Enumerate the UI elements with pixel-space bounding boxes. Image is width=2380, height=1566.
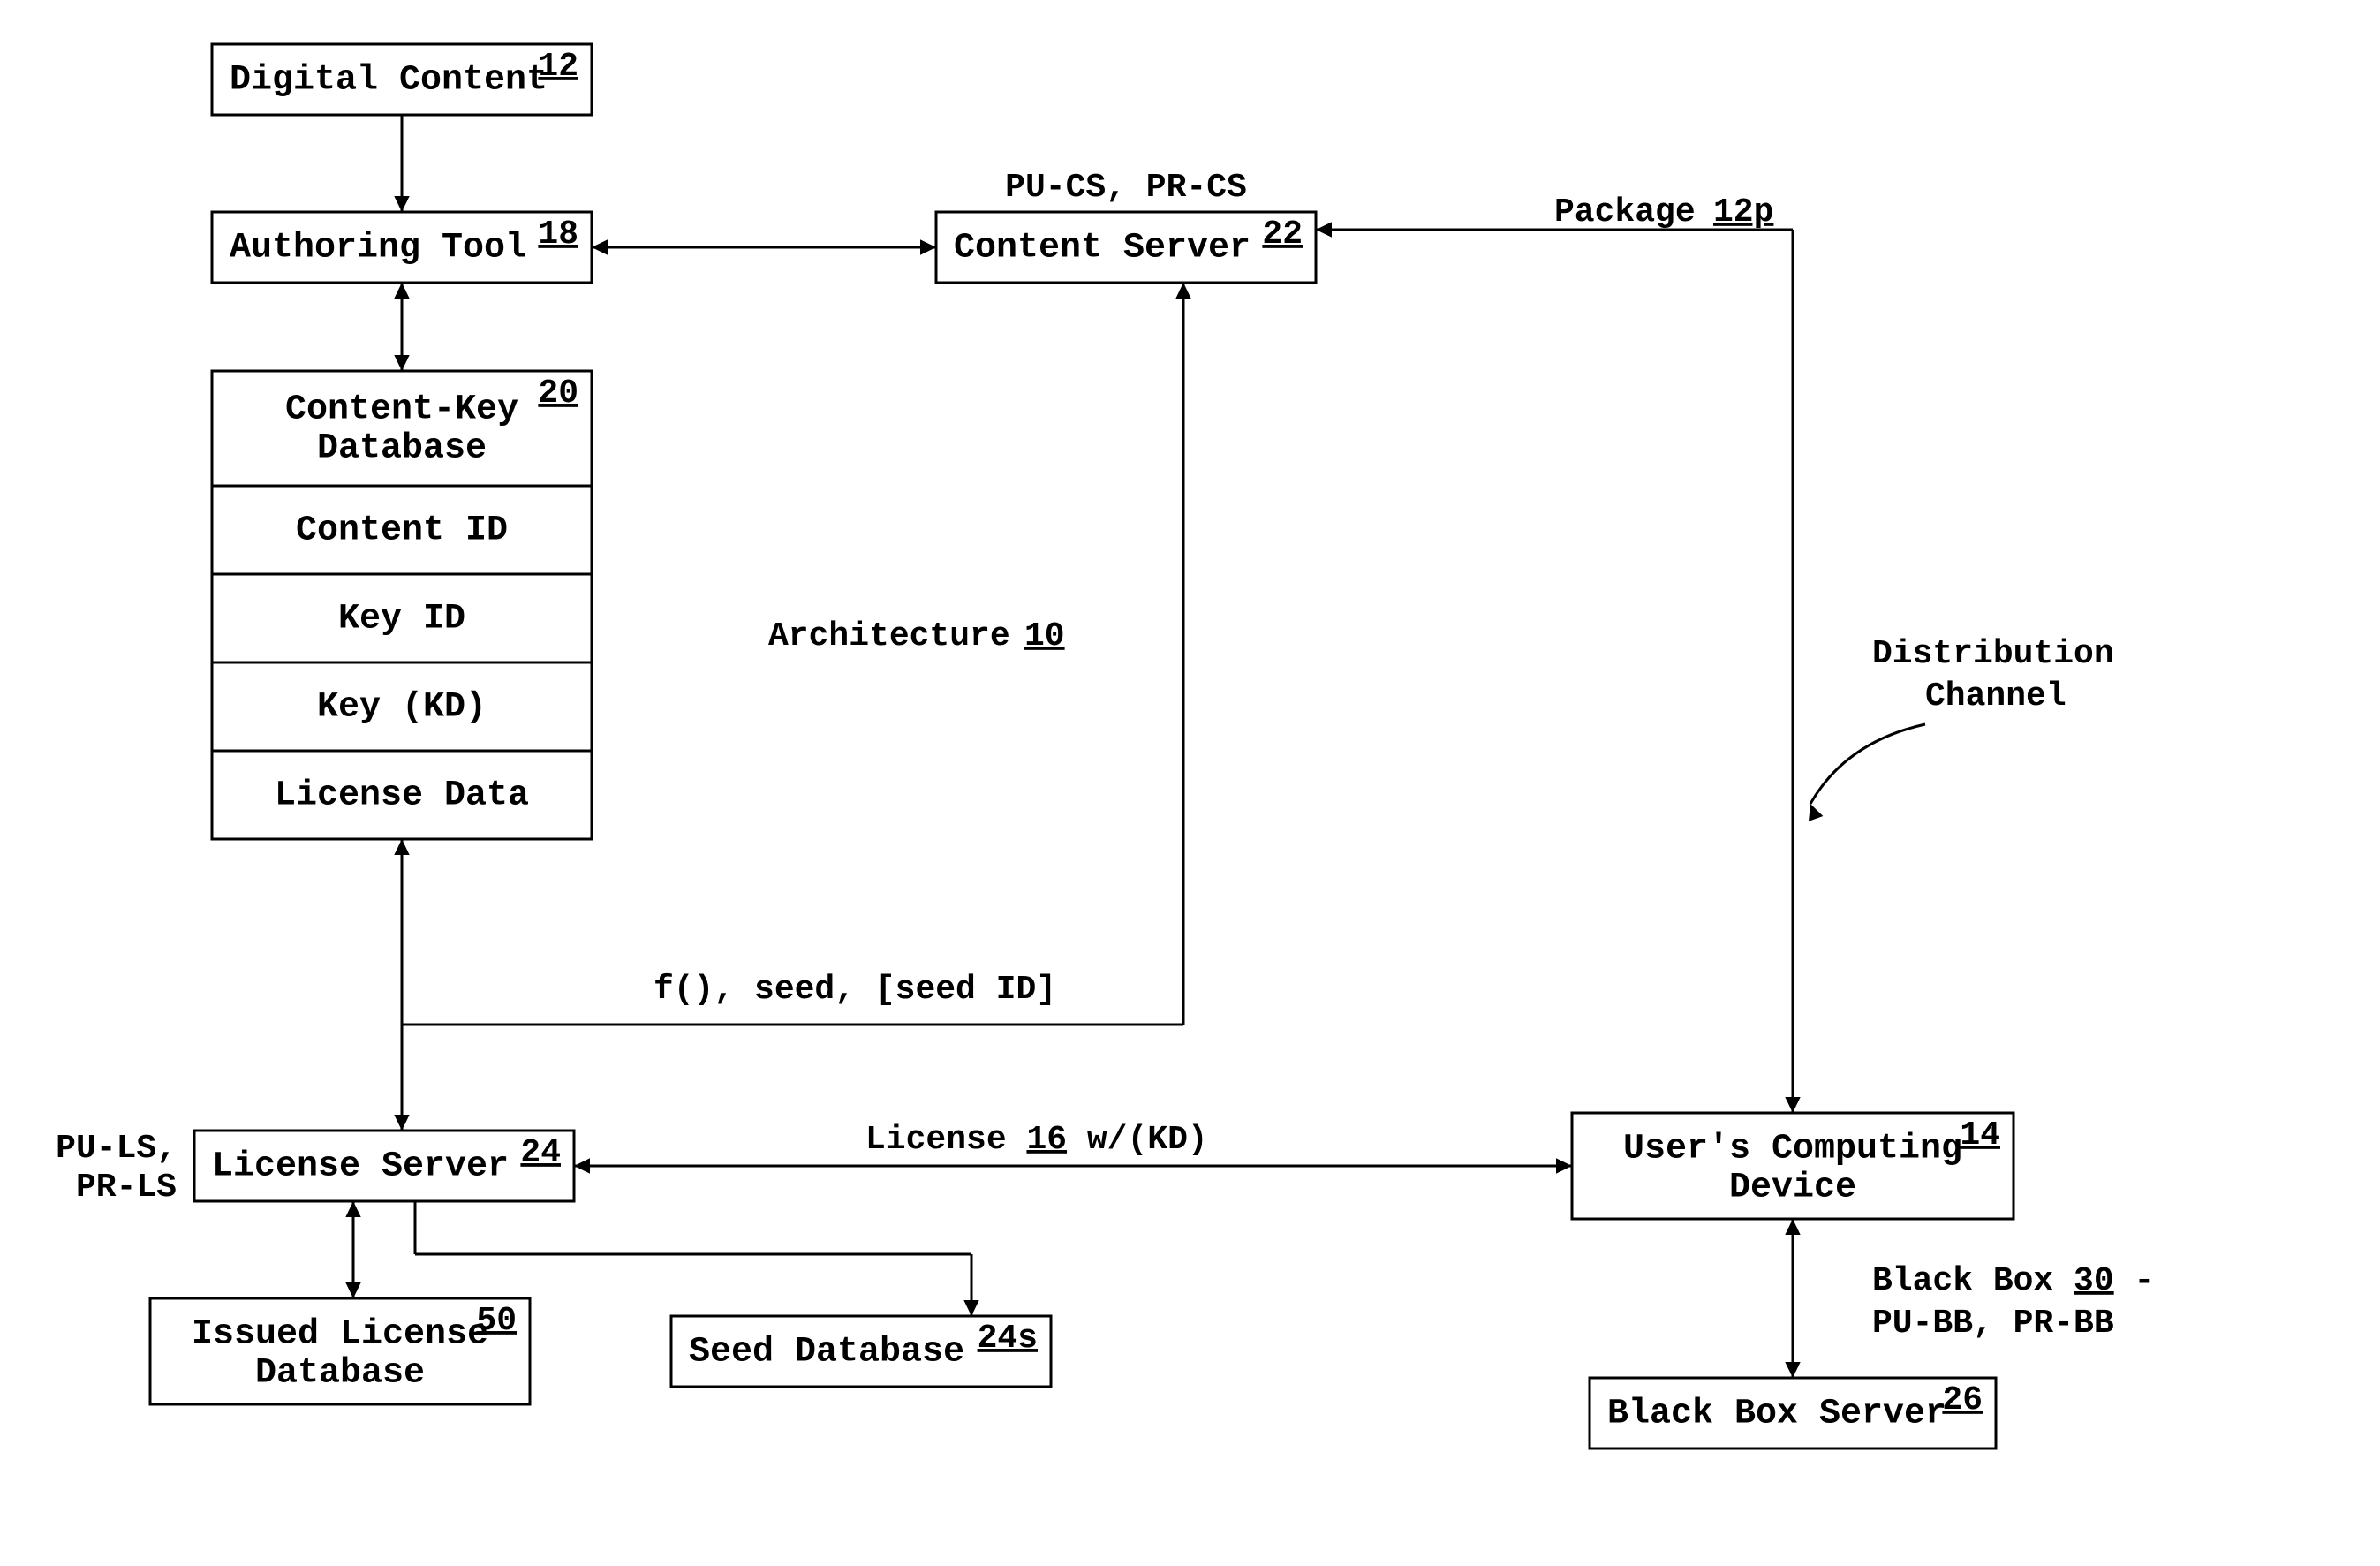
diagram-canvas: Digital Content12 Authoring Tool 18 Content… xyxy=(0,0,2380,1566)
f-seed-label: f(), seed, [seed ID] xyxy=(654,971,1056,1009)
seed-db-ref: 24s xyxy=(978,1320,1038,1358)
black-box-label-1: Black Box 30 - xyxy=(1872,1262,2154,1300)
issued-license-db-label: Issued License xyxy=(192,1315,488,1355)
issued-license-db-ref: 50 xyxy=(476,1302,517,1340)
user-device-label: User's Computing xyxy=(1623,1130,1962,1169)
curve-dist_channel_ptr xyxy=(1810,724,1925,804)
db-row-2-label: Key ID xyxy=(338,600,465,639)
content-server-ref: 22 xyxy=(1262,216,1303,253)
authoring-tool-ref: 18 xyxy=(538,216,578,253)
db-row-4-label: License Data xyxy=(275,776,529,816)
license-server-ref: 24 xyxy=(520,1134,561,1172)
digital-content-ref: 12 xyxy=(538,48,578,86)
db-row-1-label: Content ID xyxy=(296,511,508,551)
digital-content-label: Digital Content xyxy=(230,61,548,101)
package-label: Package xyxy=(1554,193,1696,231)
license-server-leftlabel-0: PU-LS, xyxy=(56,1130,177,1168)
user-device-label2: Device xyxy=(1729,1169,1856,1208)
authoring-tool-label: Authoring Tool xyxy=(230,229,526,269)
black-box-server-label: Black Box Server xyxy=(1607,1395,1946,1434)
db-row-0-label: Content-Key xyxy=(285,390,518,430)
architecture-ref: 10 xyxy=(1024,617,1065,655)
license-server-label: License Server xyxy=(212,1147,509,1187)
dist-channel-2: Channel xyxy=(1925,677,2066,715)
content-server-label: Content Server xyxy=(954,229,1250,269)
license-kd-label: License 16 w/(KD) xyxy=(865,1121,1208,1159)
dist-channel-1: Distribution xyxy=(1872,635,2114,673)
architecture-label: Architecture xyxy=(768,617,1010,655)
issued-license-db-label2: Database xyxy=(255,1354,425,1394)
content-server-toplabel: PU-CS, PR-CS xyxy=(1005,169,1247,207)
seed-db-label: Seed Database xyxy=(689,1333,964,1373)
black-box-server-ref: 26 xyxy=(1942,1381,1983,1419)
db-row-3-label: Key (KD) xyxy=(317,688,487,728)
db-row-0-ref: 20 xyxy=(538,374,578,412)
license-server-leftlabel-1: PR-LS xyxy=(76,1169,177,1207)
package-ref: 12p xyxy=(1713,193,1773,231)
black-box-label-2: PU-BB, PR-BB xyxy=(1872,1305,2114,1343)
user-device-ref: 14 xyxy=(1960,1116,2000,1154)
db-row-0-label2: Database xyxy=(317,429,487,469)
